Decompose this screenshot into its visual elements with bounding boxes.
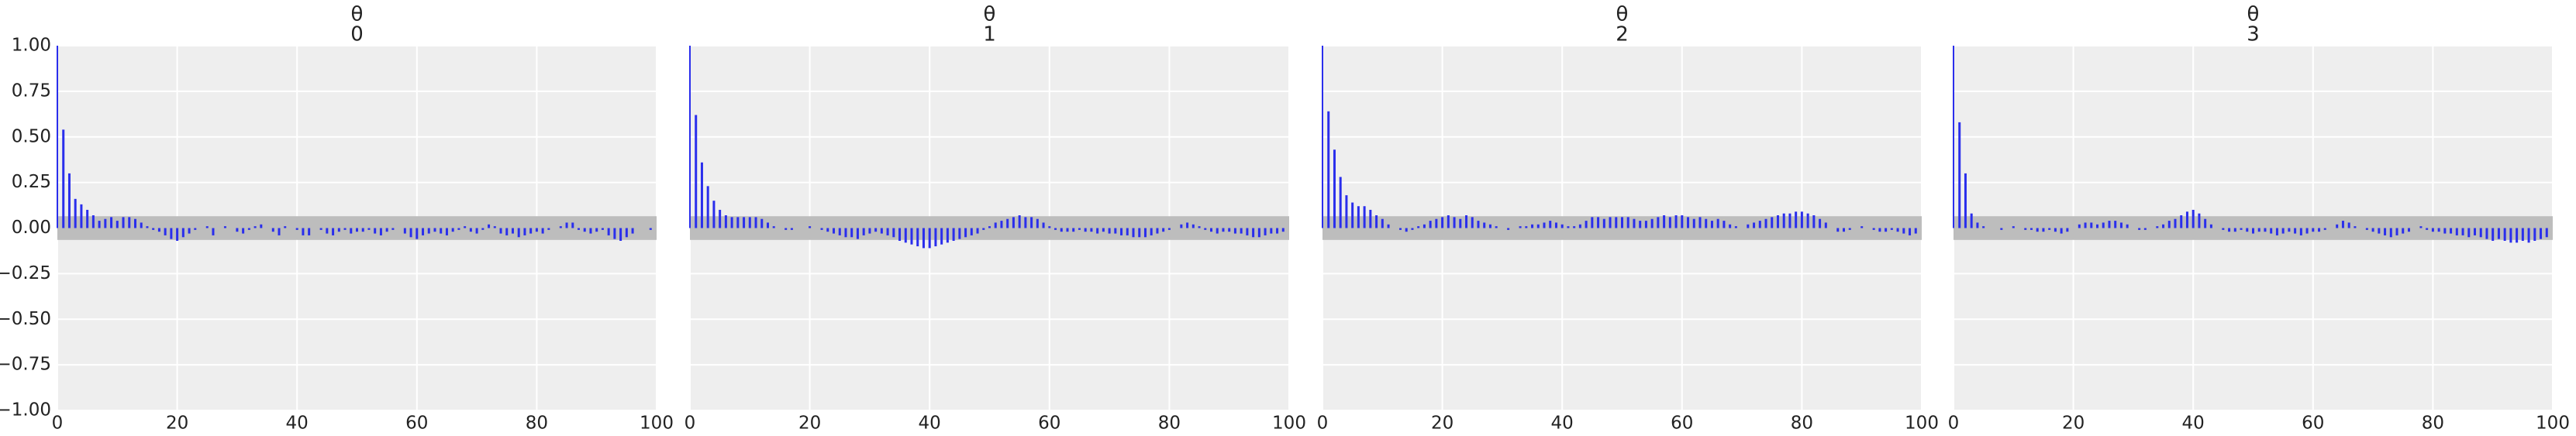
x-tick-label: 60 <box>1671 414 1693 434</box>
x-tick-label: 100 <box>1272 414 1306 434</box>
x-tick-label: 100 <box>2536 414 2570 434</box>
y-tick-label: 0.00 <box>12 218 51 238</box>
y-tick-label: 0.75 <box>12 81 51 101</box>
panel-subtitle: 3 <box>2247 23 2260 46</box>
y-tick-label: 1.00 <box>12 36 51 56</box>
panel: 0 20 40 60 80 100 θ1 <box>685 3 1306 434</box>
x-tick-label: 0 <box>685 414 696 434</box>
panel: −1.00 −0.75 −0.50 −0.25 0.00 0.25 0.50 0.75 1.00… <box>0 3 674 434</box>
x-tick-label: 100 <box>1905 414 1939 434</box>
x-tick-label: 80 <box>2422 414 2444 434</box>
y-tick-label: 0.50 <box>12 126 51 146</box>
x-tick-label: 0 <box>1948 414 1960 434</box>
x-tick-label: 40 <box>2182 414 2205 434</box>
x-tick-label: 80 <box>526 414 548 434</box>
x-tick-label: 40 <box>286 414 309 434</box>
y-tick-label: −0.50 <box>0 309 51 329</box>
y-tick-label: −1.00 <box>0 400 51 421</box>
panel: 0 20 40 60 80 100 θ2 <box>1317 3 1939 434</box>
x-tick-label: 100 <box>640 414 674 434</box>
x-tick-label: 80 <box>1791 414 1813 434</box>
x-tick-label: 20 <box>798 414 821 434</box>
y-tick-label: −0.75 <box>0 355 51 375</box>
x-tick-label: 40 <box>1551 414 1574 434</box>
x-tick-label: 60 <box>1038 414 1060 434</box>
x-tick-label: 20 <box>166 414 188 434</box>
panel-subtitle: 0 <box>350 23 364 46</box>
x-tick-label: 20 <box>1431 414 1454 434</box>
x-tick-label: 0 <box>52 414 64 434</box>
panel-title: θ <box>1616 3 1629 26</box>
panel-title: θ <box>2247 3 2260 26</box>
y-tick-label: 0.25 <box>12 172 51 192</box>
panel: 0 20 40 60 80 100 θ3 <box>1948 3 2570 434</box>
x-tick-label: 60 <box>405 414 428 434</box>
panel-subtitle: 2 <box>1616 23 1629 46</box>
x-tick-label: 20 <box>2062 414 2085 434</box>
x-tick-label: 60 <box>2302 414 2324 434</box>
x-tick-label: 80 <box>1158 414 1181 434</box>
x-tick-label: 40 <box>919 414 941 434</box>
panel-title: θ <box>984 3 996 26</box>
panel-title: θ <box>351 3 364 26</box>
y-tick-label: −0.25 <box>0 263 51 283</box>
panel-subtitle: 1 <box>983 23 996 46</box>
x-tick-label: 0 <box>1317 414 1329 434</box>
